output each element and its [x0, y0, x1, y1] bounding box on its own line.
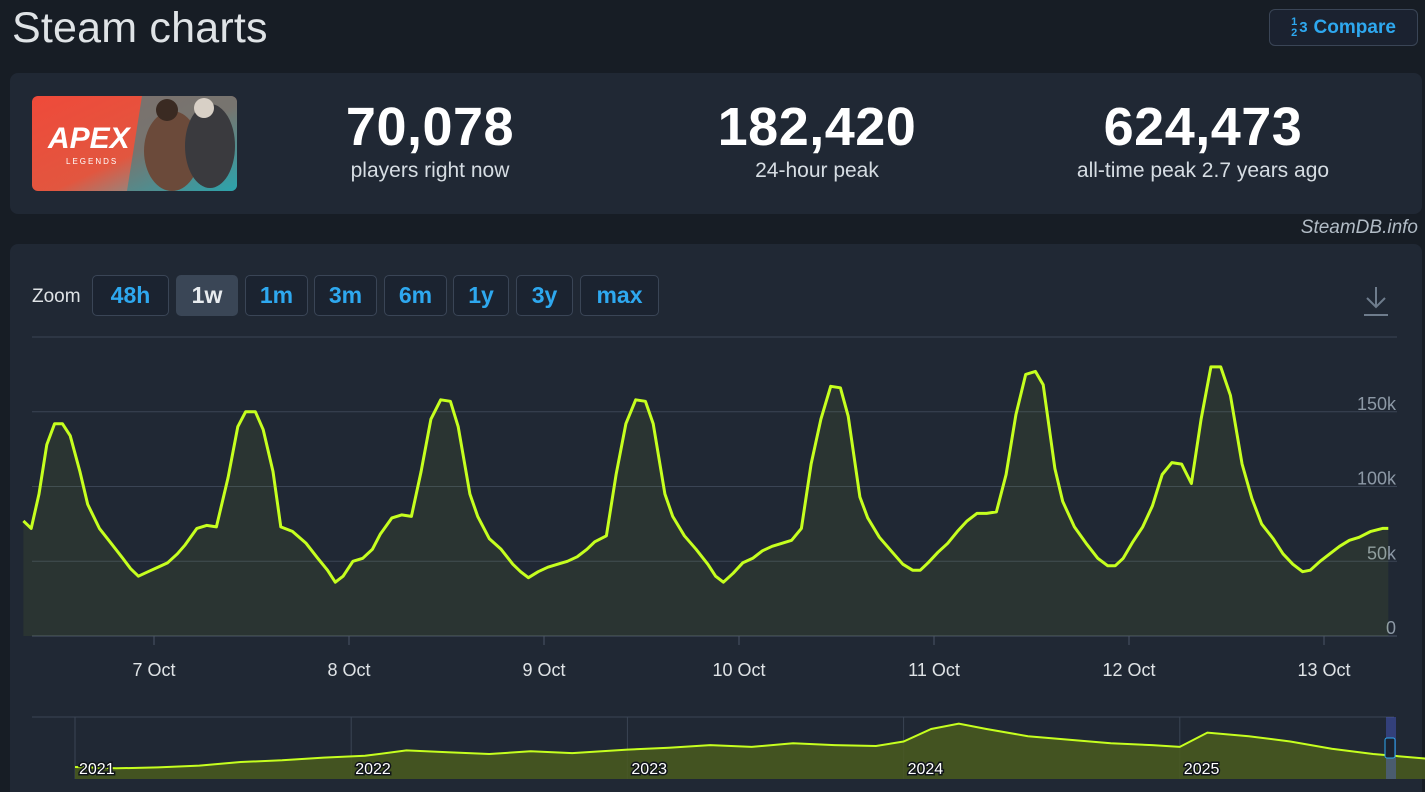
x-tick-label: 11 Oct: [908, 660, 960, 680]
series-line: [22, 365, 1389, 584]
logo-text: APEX: [47, 122, 132, 155]
x-tick-label: 10 Oct: [712, 660, 765, 680]
zoom-3y-button[interactable]: 3y: [516, 275, 573, 316]
fraction-icon: 1 2: [1291, 15, 1298, 39]
stat-value: 182,420: [717, 97, 917, 157]
stat-label: players right now: [350, 159, 510, 182]
download-icon[interactable]: [1363, 285, 1389, 317]
series-area: [23, 366, 1389, 636]
y-tick-label: 0: [1386, 618, 1396, 638]
chart-panel: Zoom 48h 1w 1m 3m 6m 1y 3y max: [10, 244, 1422, 792]
compare-icon-right-digit: 3: [1299, 19, 1308, 36]
zoom-label: Zoom: [32, 286, 81, 307]
navigator-handle[interactable]: [1384, 737, 1396, 759]
x-tick-label: 12 Oct: [1102, 660, 1155, 680]
stat-value: 624,473: [1103, 97, 1303, 157]
x-tick-label: 8 Oct: [327, 660, 370, 680]
zoom-48h-button[interactable]: 48h: [92, 275, 169, 316]
stats-panel: APEX LEGENDS 70,078 players right now 18…: [10, 73, 1422, 214]
source-credit[interactable]: SteamDB.info: [1300, 217, 1418, 238]
zoom-1m-button[interactable]: 1m: [245, 275, 308, 316]
navigator-area: [75, 723, 1425, 779]
navigator-year-label: 2021: [79, 761, 115, 778]
y-tick-label: 100k: [1357, 469, 1397, 489]
zoom-6m-button[interactable]: 6m: [384, 275, 447, 316]
stat-value: 70,078: [345, 97, 515, 157]
x-tick-label: 9 Oct: [522, 660, 565, 680]
navigator-year-label: 2024: [908, 761, 944, 778]
logo-subtext: LEGENDS: [66, 157, 118, 166]
navigator-year-label: 2022: [355, 761, 391, 778]
stat-current-players: 70,078 players right now: [250, 95, 610, 183]
stat-label: 24-hour peak: [755, 159, 879, 182]
navigator-line: [74, 722, 1425, 770]
zoom-3m-button[interactable]: 3m: [314, 275, 377, 316]
compare-icon-right: 3: [1299, 19, 1308, 36]
game-logo[interactable]: APEX LEGENDS: [32, 96, 237, 191]
x-tick-label: 7 Oct: [132, 660, 175, 680]
stat-all-time-peak: 624,473 all-time peak 2.7 years ago: [1023, 95, 1383, 183]
zoom-1y-button[interactable]: 1y: [453, 275, 509, 316]
zoom-max-button[interactable]: max: [580, 275, 659, 316]
y-tick-label: 50k: [1367, 543, 1397, 563]
x-tick-label: 13 Oct: [1297, 660, 1350, 680]
stat-24h-peak: 182,420 24-hour peak: [637, 95, 997, 183]
compare-label: Compare: [1313, 16, 1396, 38]
page-title: Steam charts: [12, 4, 268, 52]
navigator-year-label: 2023: [631, 761, 667, 778]
stat-label: all-time peak 2.7 years ago: [1076, 159, 1330, 182]
zoom-1w-button[interactable]: 1w: [176, 275, 238, 316]
navigator-year-label: 2025: [1184, 761, 1220, 778]
compare-icon-top: 1: [1291, 15, 1298, 28]
compare-icon-bottom: 2: [1291, 26, 1298, 39]
compare-button[interactable]: 1 2 3 Compare: [1269, 9, 1418, 46]
y-tick-label: 150k: [1357, 394, 1397, 414]
